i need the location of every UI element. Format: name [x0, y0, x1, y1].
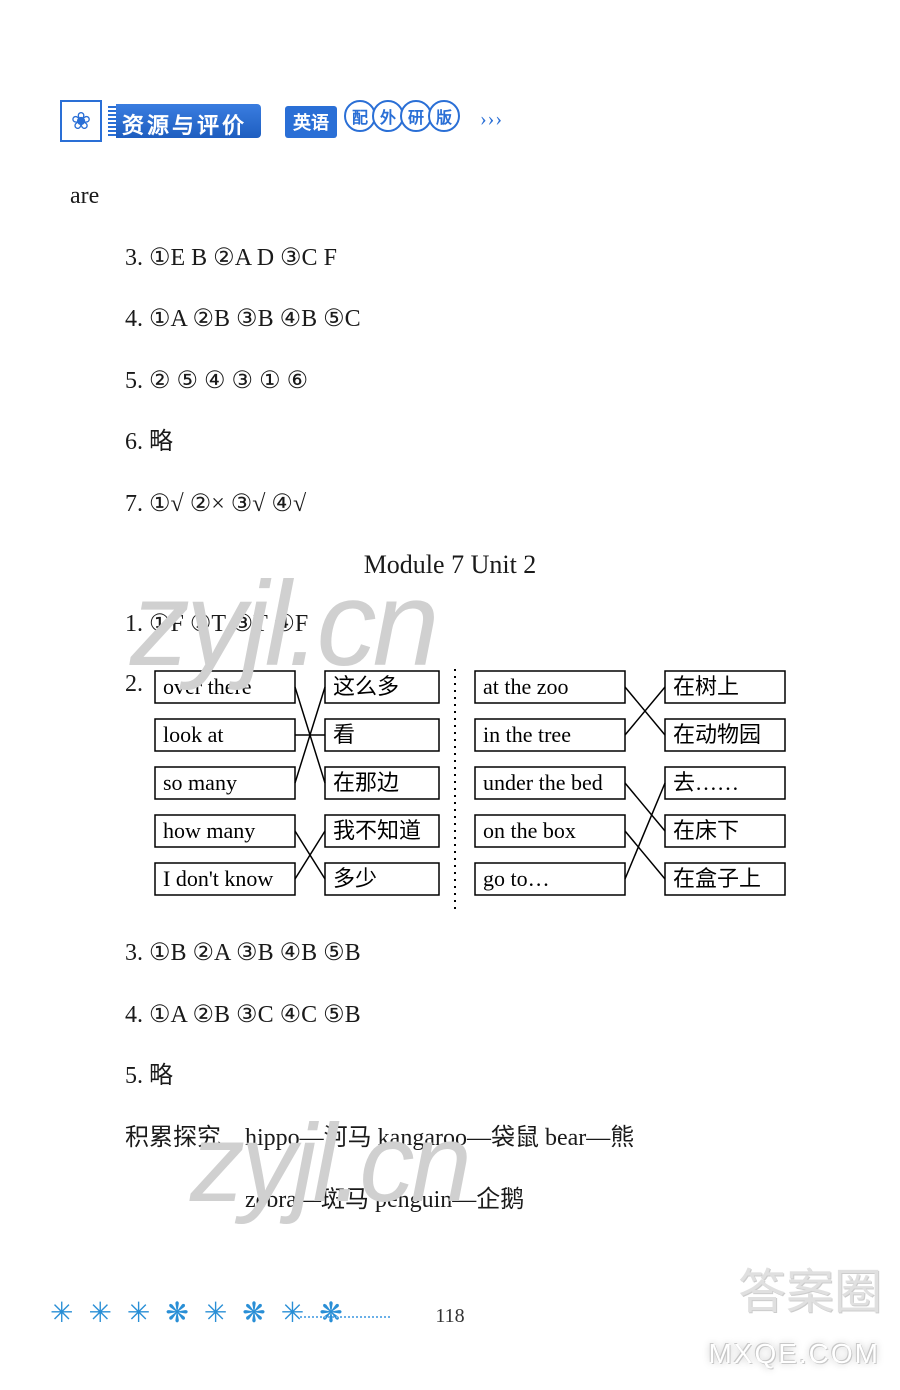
svg-text:over there: over there: [163, 674, 252, 699]
answer-line-3: 3. ①E B ②A D ③C F: [70, 242, 830, 276]
answer-line-5: 5. ② ⑤ ④ ③ ① ⑥: [70, 365, 830, 399]
svg-text:on the box: on the box: [483, 818, 576, 843]
accumulation-line-2: zebra—斑马 penguin—企鹅: [70, 1184, 830, 1218]
u2-answer-line-3: 3. ①B ②A ③B ④B ⑤B: [70, 937, 830, 971]
matching-exercise: 2. over there 这么多 look at 看 so many 在那边 how ma…: [70, 669, 830, 913]
u2-answer-line-5: 5. 略: [70, 1060, 830, 1094]
svg-text:how many: how many: [163, 818, 255, 843]
svg-text:under the bed: under the bed: [483, 770, 603, 795]
u2-answer-line-4: 4. ①A ②B ③C ④C ⑤B: [70, 999, 830, 1033]
question-number: 2.: [125, 671, 143, 698]
svg-text:look at: look at: [163, 722, 224, 747]
svg-text:so many: so many: [163, 770, 237, 795]
accum-label: 积累探究: [125, 1125, 221, 1151]
answer-line-4: 4. ①A ②B ③B ④B ⑤C: [70, 303, 830, 337]
svg-text:at the zoo: at the zoo: [483, 674, 569, 699]
answer-line-7: 7. ①√ ②× ③√ ④√: [70, 488, 830, 522]
corner-badge: 答案圈: [738, 1252, 882, 1322]
banner-title: 资源与评价: [108, 104, 261, 138]
svg-text:在动物园: 在动物园: [673, 722, 761, 747]
svg-text:这么多: 这么多: [333, 674, 399, 699]
edition-badge: 配 外 研 版: [348, 100, 468, 140]
svg-text:我不知道: 我不知道: [333, 818, 421, 843]
svg-text:去……: 去……: [673, 770, 739, 795]
svg-text:多少: 多少: [333, 866, 377, 891]
page-body: are 3. ①E B ②A D ③C F 4. ①A ②B ③B ④B ⑤C …: [70, 180, 830, 1245]
accumulation-line-1: 积累探究 hippo—河马 kangaroo—袋鼠 bear—熊: [70, 1122, 830, 1156]
svg-text:在树上: 在树上: [673, 674, 739, 699]
badge-char: 版: [428, 100, 460, 132]
page: ❀ 资源与评价 英语 配 外 研 版 › › › are 3. ①E B ②A …: [0, 0, 900, 1390]
svg-text:看: 看: [333, 722, 355, 747]
svg-text:I don't know: I don't know: [163, 866, 273, 891]
corner-url: MXQE.COM: [708, 1338, 880, 1370]
svg-text:在盒子上: 在盒子上: [673, 866, 761, 891]
continuation-text: are: [70, 180, 830, 214]
section-title: Module 7 Unit 2: [70, 550, 830, 580]
logo-icon: ❀: [60, 100, 102, 142]
svg-text:在那边: 在那边: [333, 770, 399, 795]
accum-content-1: hippo—河马 kangaroo—袋鼠 bear—熊: [245, 1125, 634, 1151]
svg-text:in the tree: in the tree: [483, 722, 571, 747]
banner-subject: 英语: [285, 106, 337, 138]
u2-answer-line-1: 1. ①F ②T ③T ④F: [70, 608, 830, 642]
matching-diagram: over there 这么多 look at 看 so many 在那边 how many 我…: [125, 669, 825, 913]
banner-stripe: [108, 104, 116, 138]
answer-line-6: 6. 略: [70, 426, 830, 460]
svg-text:go to…: go to…: [483, 866, 550, 891]
page-header: ❀ 资源与评价 英语 配 外 研 版 › › ›: [60, 100, 840, 150]
arrows-icon: › › ›: [480, 108, 500, 131]
svg-text:在床下: 在床下: [673, 818, 739, 843]
